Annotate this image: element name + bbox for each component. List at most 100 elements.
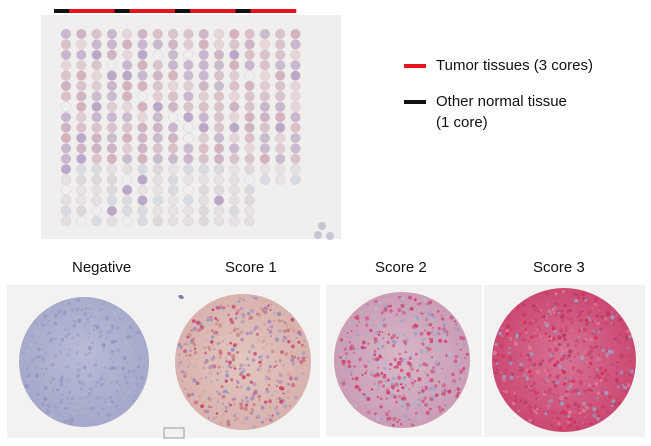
tissue-speckle [373, 383, 376, 385]
tissue-speckle [340, 380, 344, 383]
tma-core [76, 70, 87, 81]
tissue-speckle [377, 380, 382, 384]
tissue-speckle [521, 314, 524, 318]
tma-core [229, 122, 240, 133]
tissue-speckle [426, 373, 430, 377]
tma-core [122, 195, 133, 206]
tissue-speckle [21, 351, 24, 355]
tissue-speckle [535, 397, 538, 400]
tissue-speckle [115, 380, 119, 384]
tissue-speckle [116, 348, 121, 353]
tissue-speckle [269, 324, 274, 329]
tissue-speckle [35, 373, 40, 378]
tissue-speckle [538, 362, 543, 367]
tma-core [213, 164, 225, 175]
tissue-speckle [589, 356, 594, 360]
tma-core [152, 132, 163, 144]
tissue-speckle [67, 301, 71, 305]
tissue-speckle [62, 310, 67, 315]
tissue-speckle [514, 394, 517, 398]
tissue-speckle [266, 328, 269, 331]
tissue-speckle [260, 308, 263, 311]
tissue-speckle [400, 360, 403, 363]
tissue-speckle [25, 358, 28, 361]
tissue-speckle [415, 324, 419, 328]
core-type-bar-segment [84, 9, 100, 13]
core-type-bar-segment [235, 9, 251, 13]
tissue-speckle [239, 405, 244, 410]
tissue-speckle [186, 335, 190, 339]
tissue-speckle [441, 390, 445, 393]
tissue-speckle [425, 323, 428, 326]
tissue-speckle [582, 297, 585, 301]
tissue-speckle [271, 414, 274, 417]
tissue-speckle [559, 346, 563, 351]
tma-core [122, 49, 133, 60]
tma-core [229, 70, 240, 81]
tissue-speckle [606, 373, 610, 376]
tissue-speckle [65, 385, 68, 388]
tissue-speckle [387, 304, 391, 308]
legend-normal-label-line1: Other normal tissue [436, 93, 567, 110]
tma-core [213, 60, 225, 71]
tissue-speckle [621, 369, 623, 372]
tissue-speckle [296, 375, 298, 378]
tissue-speckle [455, 343, 458, 346]
tissue-speckle [357, 347, 360, 350]
tissue-speckle [381, 356, 383, 359]
tissue-speckle [69, 327, 72, 330]
tma-core [106, 164, 118, 175]
tissue-speckle [270, 335, 273, 338]
tma-core [244, 122, 255, 133]
tma-core [259, 122, 271, 133]
tissue-speckle [397, 375, 402, 380]
tissue-speckle [557, 311, 561, 315]
tma-core [106, 49, 118, 60]
tissue-speckle [425, 304, 430, 309]
tissue-speckle [271, 394, 274, 397]
tissue-speckle [453, 328, 457, 332]
tma-core [213, 143, 225, 154]
tissue-speckle [438, 338, 443, 343]
tissue-speckle [400, 307, 402, 310]
tissue-speckle [566, 425, 570, 429]
tma-core [213, 184, 225, 196]
tissue-texture [19, 289, 634, 431]
tma-core [229, 132, 240, 144]
tma-core [137, 101, 148, 112]
tissue-speckle [103, 400, 106, 404]
tissue-speckle [68, 390, 72, 394]
tissue-speckle [93, 384, 98, 388]
tissue-speckle [567, 353, 572, 358]
tissue-speckle [104, 315, 109, 321]
tissue-speckle [387, 333, 391, 336]
tissue-speckle [115, 326, 120, 330]
tissue-speckle [249, 396, 254, 401]
tissue-speckle [112, 360, 115, 364]
tissue-speckle [541, 378, 544, 381]
tissue-speckle [75, 307, 80, 311]
tissue-speckle [240, 398, 244, 403]
tissue-speckle [564, 325, 568, 329]
tissue-speckle [360, 310, 364, 315]
tissue-speckle [354, 356, 358, 360]
tissue-speckle [600, 346, 603, 349]
tma-core [183, 143, 194, 154]
tissue-speckle [227, 422, 231, 427]
tissue-speckle [210, 335, 215, 339]
tissue-speckle [365, 331, 368, 334]
tissue-speckle [339, 356, 342, 359]
tissue-speckle [623, 371, 626, 374]
tma-core [183, 153, 194, 164]
tissue-speckle [268, 414, 271, 417]
tma-core [152, 153, 163, 164]
tissue-speckle [392, 325, 397, 330]
tissue-speckle [601, 392, 605, 395]
tissue-speckle [54, 337, 57, 340]
tissue-speckle [55, 414, 58, 417]
tissue-speckle [507, 351, 511, 354]
tissue-speckle [615, 360, 620, 364]
tissue-speckle [587, 423, 590, 426]
tissue-speckle [455, 323, 457, 326]
tissue-speckle [216, 321, 219, 324]
